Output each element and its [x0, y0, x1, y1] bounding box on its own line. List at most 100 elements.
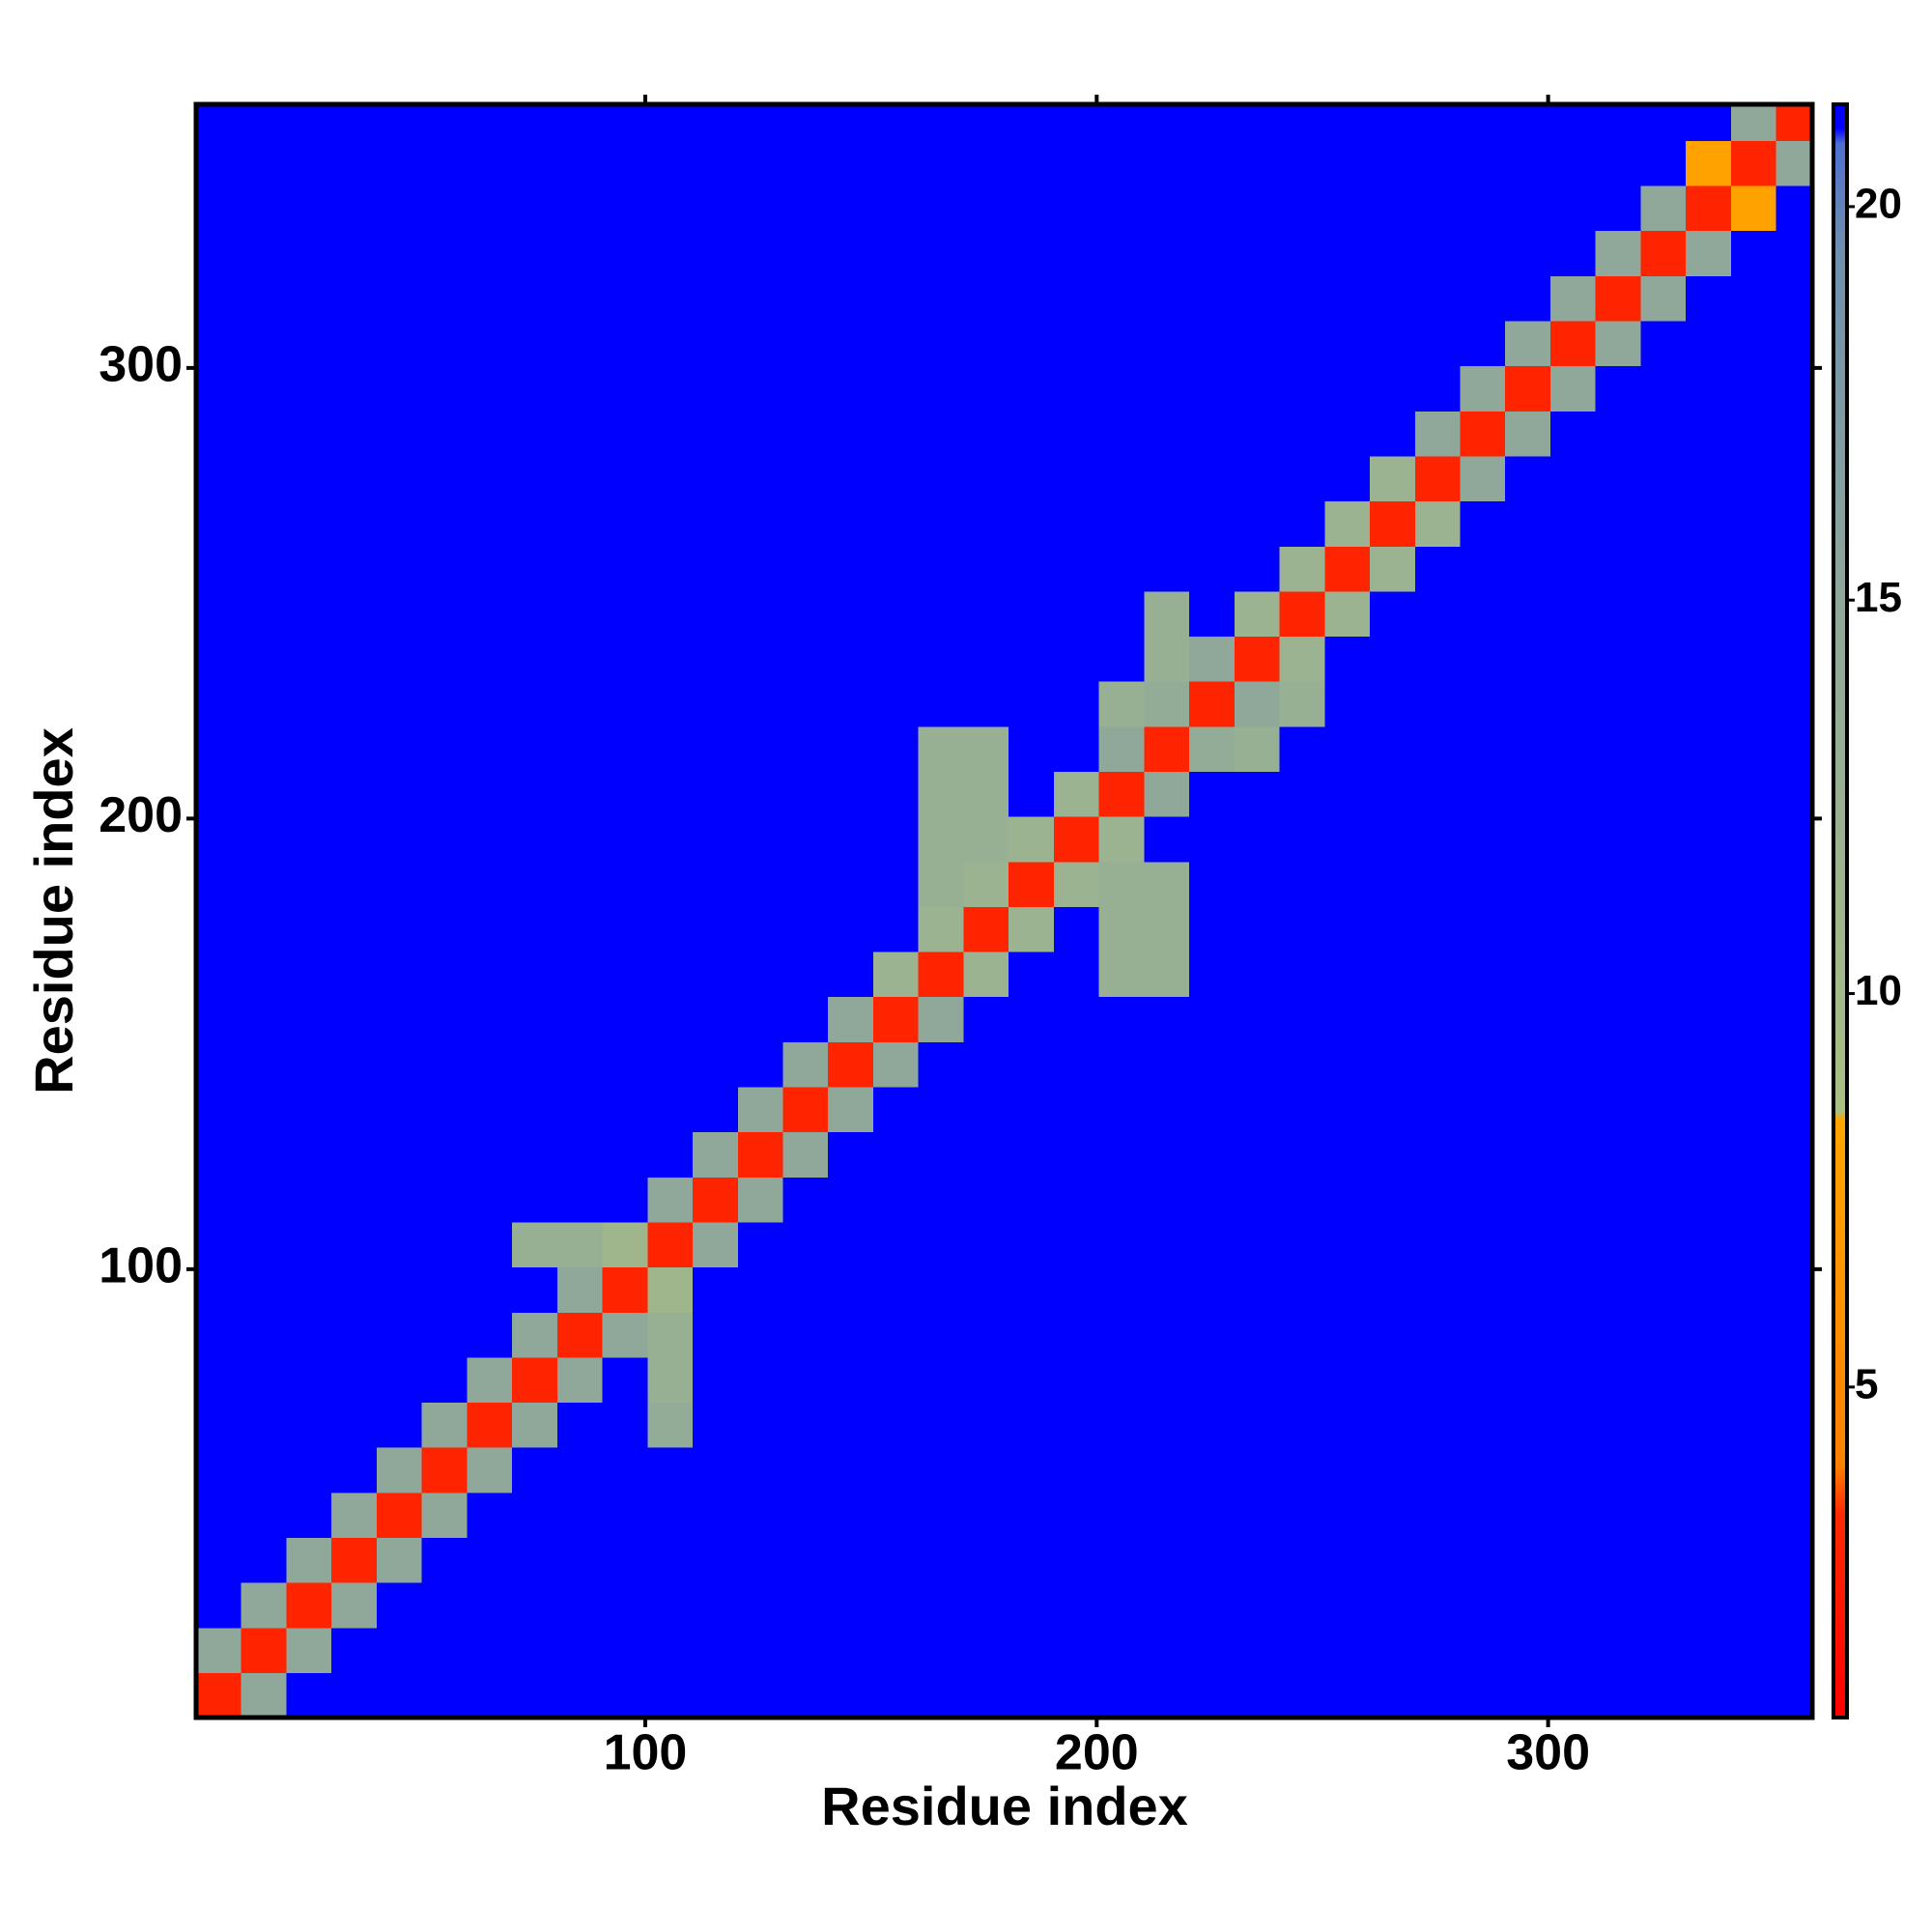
cell [1098, 951, 1145, 998]
cell [331, 185, 378, 232]
cell [1009, 816, 1055, 863]
cell [1144, 681, 1190, 727]
cell [1686, 1582, 1732, 1629]
cell [1776, 1537, 1813, 1583]
cell [241, 1086, 288, 1133]
cell [872, 590, 920, 638]
cell [1279, 455, 1325, 502]
cell [467, 1356, 513, 1404]
cell [376, 1131, 423, 1178]
cell [1098, 1086, 1145, 1133]
cell [331, 1131, 378, 1178]
cell [1595, 951, 1642, 998]
cell [647, 1402, 694, 1448]
cell [872, 816, 920, 863]
cell [241, 996, 288, 1042]
cell [421, 771, 468, 817]
cell [1324, 771, 1371, 817]
cell [1640, 455, 1687, 502]
cell [196, 636, 242, 682]
cell [1053, 365, 1100, 412]
cell [963, 1672, 1009, 1719]
cell [421, 230, 468, 276]
cell [693, 681, 739, 727]
cell [1324, 1312, 1371, 1358]
cell [1189, 185, 1236, 232]
cell [1234, 1131, 1281, 1178]
cell [918, 1402, 965, 1448]
cell [602, 1221, 648, 1268]
cell [196, 365, 242, 412]
cell [241, 1312, 288, 1358]
cell [512, 1627, 558, 1673]
cell [1370, 861, 1416, 907]
cell [1460, 140, 1506, 186]
cell [1776, 861, 1813, 907]
cell [737, 1447, 784, 1493]
cell [512, 725, 558, 772]
cell [331, 411, 378, 457]
cell [1189, 1041, 1236, 1088]
cell [828, 275, 874, 322]
cell [602, 1672, 648, 1719]
cell [1234, 1447, 1281, 1493]
cell [1189, 1582, 1236, 1629]
cell [1324, 951, 1371, 998]
cell [556, 1131, 604, 1178]
cell [828, 1537, 874, 1583]
cell [828, 1266, 874, 1313]
cell [1234, 816, 1281, 863]
cell [693, 1177, 739, 1223]
cell [467, 365, 513, 412]
cell [872, 906, 920, 952]
cell [1370, 771, 1416, 817]
cell [1053, 1492, 1100, 1539]
cell [1189, 816, 1236, 863]
cell [556, 365, 604, 412]
cell [1460, 1041, 1506, 1088]
cell [737, 230, 784, 276]
cell [467, 996, 513, 1042]
cell [647, 411, 694, 457]
cell [467, 1131, 513, 1178]
cell [872, 861, 920, 907]
cell [1053, 1627, 1100, 1673]
cell [918, 1492, 965, 1539]
cell [286, 816, 332, 863]
cell [963, 1447, 1009, 1493]
cell [196, 590, 242, 638]
cell [196, 1312, 242, 1358]
cell [376, 230, 423, 276]
cell [1505, 996, 1551, 1042]
cell [1549, 1447, 1597, 1493]
x-tick-label: 100 [604, 1725, 688, 1781]
cell [1144, 1312, 1190, 1358]
cell [286, 1582, 332, 1629]
cell [1640, 104, 1687, 141]
cell [602, 1447, 648, 1493]
cell [737, 725, 784, 772]
cell [1505, 725, 1551, 772]
cell [1460, 275, 1506, 322]
cell [918, 681, 965, 727]
cell [1189, 104, 1236, 141]
y-tick-label: 100 [99, 1238, 183, 1294]
cell [1686, 140, 1732, 186]
cell [1009, 1492, 1055, 1539]
cell [421, 951, 468, 998]
cell [1505, 590, 1551, 638]
cell [1279, 771, 1325, 817]
cell [872, 365, 920, 412]
cell [331, 1627, 378, 1673]
cell [421, 1627, 468, 1673]
cell [556, 725, 604, 772]
cell [1370, 725, 1416, 772]
cell [467, 275, 513, 322]
cell [421, 1177, 468, 1223]
cell [1234, 365, 1281, 412]
cell [421, 996, 468, 1042]
cell [602, 1131, 648, 1178]
cell [1370, 996, 1416, 1042]
cell [647, 816, 694, 863]
cell [918, 1041, 965, 1088]
